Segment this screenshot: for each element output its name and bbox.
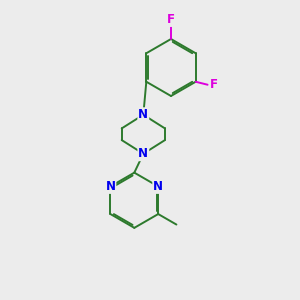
Text: N: N [138, 108, 148, 121]
Text: N: N [138, 147, 148, 160]
Text: N: N [105, 180, 116, 193]
Text: N: N [153, 180, 163, 193]
Text: F: F [167, 13, 175, 26]
Text: F: F [210, 78, 218, 91]
